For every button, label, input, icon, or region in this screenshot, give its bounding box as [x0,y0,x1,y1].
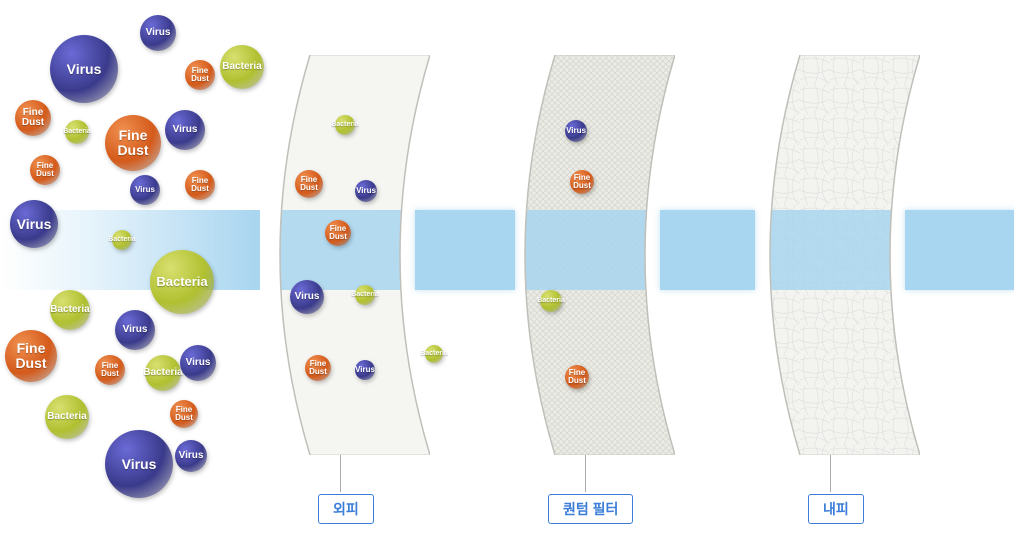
particle-label: Bacteria [537,297,565,304]
incoming-particle-fine_dust: Fine Dust [170,400,198,428]
incoming-particle-bacteria: Bacteria [45,395,89,439]
stage1-particle-fine_dust: Fine Dust [305,355,331,381]
particle-label: Virus [122,457,157,472]
particle-label: Fine Dust [191,67,209,84]
particle-label: Bacteria [222,62,261,73]
incoming-particle-bacteria: Bacteria [150,250,214,314]
incoming-particle-fine_dust: Fine Dust [185,60,215,90]
particle-label: Virus [67,62,102,77]
particle-label: Bacteria [351,291,379,298]
incoming-particle-virus: Virus [180,345,216,381]
particle-label: Fine Dust [117,128,148,157]
incoming-particle-bacteria: Bacteria [145,355,181,391]
stage1-particle-fine_dust: Fine Dust [325,220,351,246]
filter-inner [740,55,920,455]
particle-label: Virus [123,325,148,336]
incoming-particle-bacteria: Bacteria [112,230,132,250]
incoming-particle-fine_dust: Fine Dust [185,170,215,200]
incoming-particle-bacteria: Bacteria [50,290,90,330]
particle-label: Bacteria [108,236,136,243]
particle-label: Bacteria [47,412,86,423]
particle-label: Fine Dust [101,362,119,379]
incoming-particle-bacteria: Bacteria [65,120,89,144]
particle-label: Bacteria [143,368,182,379]
incoming-particle-fine_dust: Fine Dust [5,330,57,382]
incoming-particle-fine_dust: Fine Dust [15,100,51,136]
particle-label: Fine Dust [573,174,591,191]
stage1-particle-virus: Virus [355,360,375,380]
clean-air-output [905,210,1014,290]
particle-label: Virus [356,187,376,195]
incoming-particle-virus: Virus [50,35,118,103]
incoming-particle-virus: Virus [10,200,58,248]
stage2-particle-fine_dust: Fine Dust [565,365,589,389]
particle-label: Fine Dust [22,108,44,129]
particle-label: Fine Dust [300,176,318,193]
particle-label: Virus [566,127,586,135]
particle-label: Fine Dust [568,369,586,386]
particle-label: Bacteria [50,305,89,316]
stage1-particle-fine_dust: Fine Dust [295,170,323,198]
particle-label: Fine Dust [329,225,347,242]
particle-label: Fine Dust [15,341,46,370]
particle-label: Bacteria [420,350,448,357]
incoming-particle-fine_dust: Fine Dust [30,155,60,185]
particle-label: Virus [179,451,204,462]
filter-inner-label: 내피 [808,494,864,524]
stage2-particle-fine_dust: Fine Dust [570,170,594,194]
particle-label: Fine Dust [309,360,327,377]
particle-label: Bacteria [63,128,91,135]
particle-label: Fine Dust [175,406,193,423]
incoming-particle-fine_dust: Fine Dust [105,115,161,171]
incoming-particle-fine_dust: Fine Dust [95,355,125,385]
particle-label: Virus [135,186,155,194]
particle-label: Virus [17,217,52,232]
particle-label: Bacteria [156,275,207,289]
particle-label: Virus [355,366,375,374]
particle-label: Virus [146,28,171,39]
particle-label: Bacteria [331,121,359,128]
stage2-particle-bacteria: Bacteria [540,290,562,312]
incoming-particle-virus: Virus [105,430,173,498]
particle-label: Virus [186,358,211,369]
incoming-particle-virus: Virus [140,15,176,51]
incoming-particle-virus: Virus [115,310,155,350]
stage1-particle-virus: Virus [290,280,324,314]
incoming-particle-virus: Virus [175,440,207,472]
filter-quantum [495,55,675,455]
stage1-particle-virus: Virus [355,180,377,202]
stage1-particle-bacteria: Bacteria [335,115,355,135]
incoming-particle-bacteria: Bacteria [220,45,264,89]
particle-label: Virus [295,292,320,303]
stage2-particle-virus: Virus [565,120,587,142]
particle-label: Fine Dust [36,162,54,179]
particle-label: Virus [173,125,198,136]
filter-outer-label: 외피 [318,494,374,524]
stage1-particle-bacteria: Bacteria [425,345,443,363]
filter-diagram: Virus Virus Fine Dust Bacteria Fine Dust Bact… [0,0,1014,538]
filter-quantum-label: 퀀텀 필터 [548,494,633,524]
incoming-particle-virus: Virus [165,110,205,150]
particle-label: Fine Dust [191,177,209,194]
stage1-particle-bacteria: Bacteria [355,285,375,305]
incoming-particle-virus: Virus [130,175,160,205]
